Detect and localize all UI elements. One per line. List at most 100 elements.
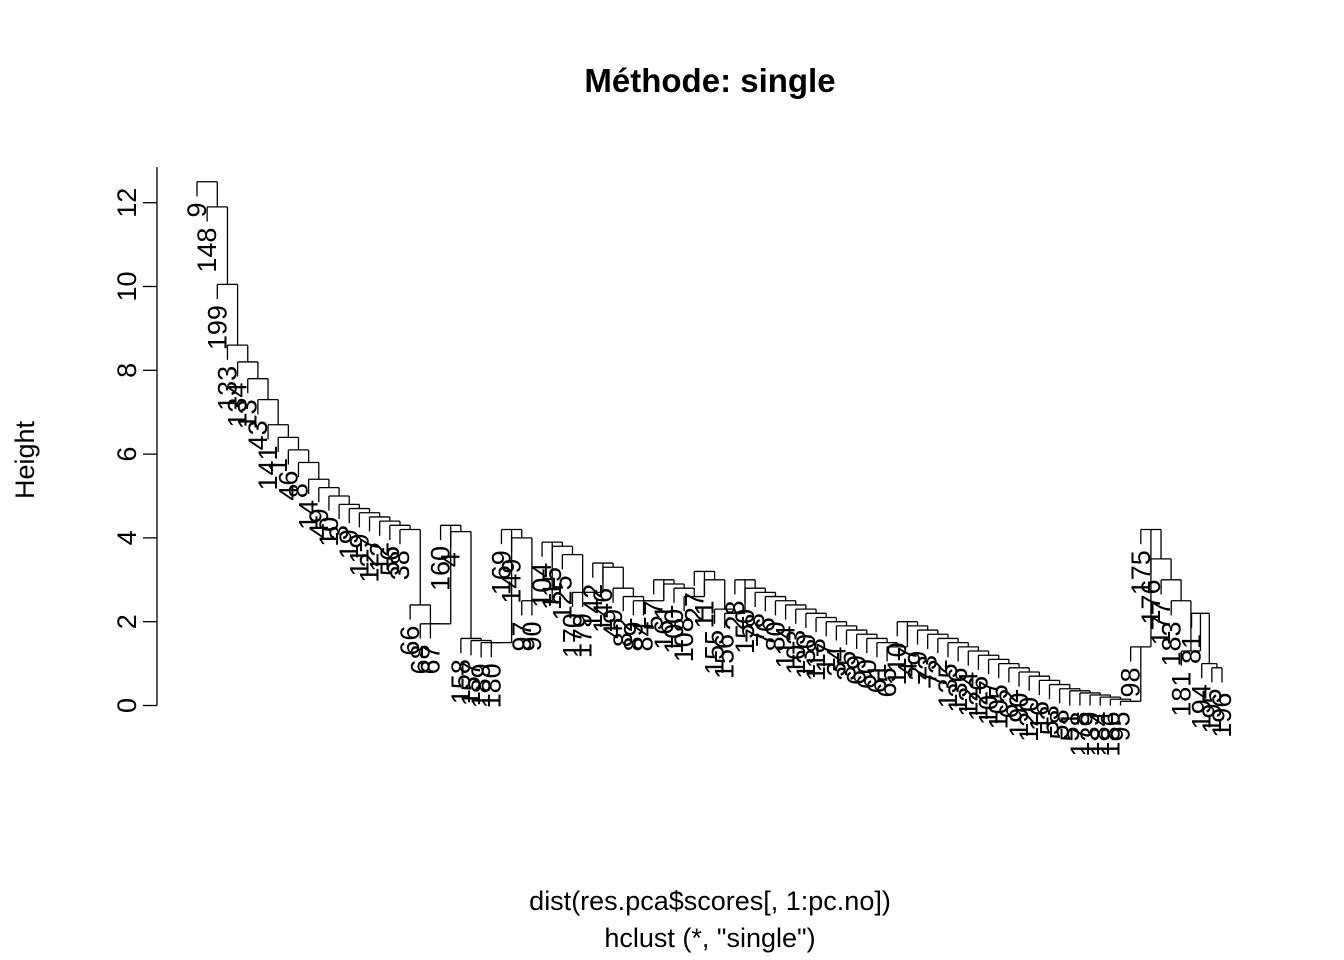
leaf-label: 195 [1197,688,1227,733]
y-tick-label: 10 [112,271,142,301]
leaf-label: 141 [253,445,283,490]
leaf-label: 13 [233,399,263,429]
leaf-label: 14 [294,500,324,530]
leaf-label: 29 [903,651,933,681]
leaf-label: 155 [700,630,730,675]
leaf-label: 4 [436,552,466,567]
leaf-label: 10 [314,517,344,547]
leaf-label: 196 [1207,693,1237,738]
leaf-label: 89 [618,621,648,651]
leaf-label: 160 [426,546,456,591]
leaf-label: 119 [344,533,374,576]
leaf-label: 136 [943,668,973,713]
leaf-label: 65 [872,668,902,698]
leaf-label: 90 [517,621,547,651]
leaf-label: 108 [669,617,699,662]
leaf-label: 98 [1116,668,1146,698]
method-subtitle: hclust (*, "single") [604,923,815,953]
dendrogram-tree [196,181,1223,706]
leaf-label: 149 [497,559,527,604]
leaf-label: 97 [507,621,537,651]
leaf-label: 190 [1004,693,1034,738]
leaf-label: 180 [476,663,506,708]
leaf-label: 194 [1187,684,1217,729]
leaf-label: 118 [801,638,831,681]
leaf-label: 178 [1065,712,1095,757]
leaf-label: 28 [720,600,750,630]
leaf-label: 183 [1156,621,1186,666]
leaf-label: 27 [679,592,709,622]
leaf-label: 186 [1095,712,1125,757]
leaf-label: 142 [578,584,608,629]
leaf-label: 158 [446,659,476,704]
leaf-label: 16 [1024,701,1054,731]
leaf-label: 56 [375,546,405,576]
leaf-label: 126 [963,676,993,721]
leaf-label: 84 [629,621,659,651]
leaf-label: 127 [355,538,385,583]
y-tick-label: 6 [112,447,142,462]
leaf-label: 95 [1106,712,1136,742]
leaf-label: 73 [913,655,943,685]
leaf-label: 114 [771,626,801,669]
leaf-label: 51 [1055,712,1085,742]
leaf-label: 104 [527,563,557,608]
y-tick-label: 12 [112,188,142,218]
leaf-label: 179 [568,613,598,658]
leaf-label: 181 [1166,672,1196,717]
leaf-label: 124 [953,672,983,717]
leaf-label: 43 [243,420,273,450]
leaf-label: 49 [304,508,334,538]
y-tick-label: 2 [112,614,142,629]
leaf-label: 146 [588,588,618,633]
leaf-label: 105 [984,684,1014,729]
y-tick-label: 4 [112,530,142,545]
leaf-label: 58 [1045,709,1075,739]
leaf-label: 125 [547,575,577,620]
leaf-label: 120 [1014,697,1044,742]
chart-title: Méthode: single [584,62,835,99]
leaf-label: 161 [649,605,679,650]
leaf-label: 11 [689,600,719,628]
leaf-label: 150 [730,609,760,654]
leaf-label: 169 [486,550,516,595]
leaf-label: 199 [202,305,232,350]
leaf-labels: 9148199133134134314114681449103191191271… [182,202,1237,756]
leaf-label: 72 [923,659,953,689]
leaf-label: 115 [537,567,567,610]
leaf-label: 175 [1126,550,1156,595]
leaf-label: 9 [182,202,212,217]
leaf-label: 110 [882,642,912,685]
y-axis-label: Height [10,420,40,499]
leaf-label: 76 [750,617,780,647]
leaf-label: 177 [1146,600,1176,645]
leaf-label: 148 [192,228,222,273]
leaf-label: 12 [365,542,395,572]
leaf-label: 100 [659,609,689,654]
leaf-label: 156 [710,634,740,679]
leaf-label: 107 [974,680,1004,725]
leaf-label: 49 [598,609,628,639]
leaf-label: 78 [740,613,770,643]
y-tick-label: 0 [112,698,142,713]
leaf-label: 81 [1177,634,1207,664]
leaf-label: 19 [334,529,364,559]
leaf-label: 130 [791,634,821,679]
leaf-label: 35 [832,651,862,681]
leaf-label: 57 [639,600,669,630]
leaf-label: 189 [466,663,496,708]
leaf-label: 38 [385,550,415,580]
leaf-label: 82 [608,617,638,647]
leaf-label: 60 [852,659,882,689]
leaf-label: 3 [324,525,354,540]
y-axis: 0 2 4 6 8 10 12 [112,167,158,713]
leaf-label: 34 [821,647,851,677]
leaf-label: 47 [892,647,922,677]
leaf-label: 134 [223,383,253,428]
leaf-label: 170 [557,613,587,658]
x-axis-label: dist(res.pca$scores[, 1:pc.no]) [529,886,891,916]
leaf-label: 139 [1075,712,1105,757]
leaf-label: 69 [842,655,872,685]
leaf-label: 157 [456,661,486,706]
